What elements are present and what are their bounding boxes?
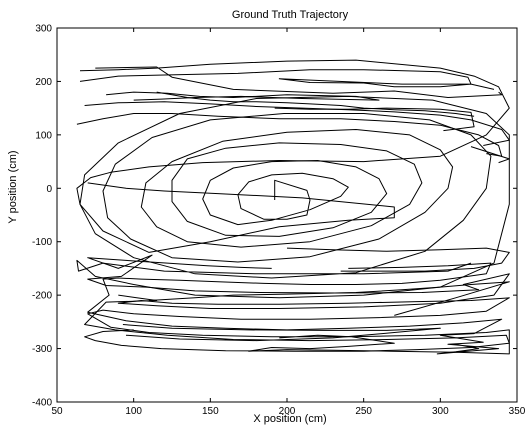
x-tick-label: 50 xyxy=(51,406,63,417)
trajectory-line-13 xyxy=(274,107,475,132)
trajectory-line-10 xyxy=(95,66,503,98)
x-axis-label: X position (cm) xyxy=(253,413,326,425)
trajectory-line-1 xyxy=(76,95,510,299)
y-tick-label: -300 xyxy=(32,344,52,355)
trajectory-line-7 xyxy=(286,247,510,272)
trajectory-line-3 xyxy=(87,262,503,355)
trajectory-line-16 xyxy=(470,146,510,164)
y-tick-label: -200 xyxy=(32,291,52,302)
trajectory-line-4 xyxy=(84,294,510,352)
trajectory-line-5 xyxy=(148,281,510,316)
x-axis-ticks: 50 100 150 200 250 300 350 xyxy=(51,28,526,417)
trajectory-line-12 xyxy=(156,91,475,117)
y-tick-label: -400 xyxy=(32,398,52,409)
trajectory-line-6 xyxy=(122,324,441,342)
y-tick-label: 200 xyxy=(35,77,52,88)
x-tick-label: 100 xyxy=(125,406,142,417)
plot-lines xyxy=(76,59,510,355)
y-tick-label: -100 xyxy=(32,237,52,248)
y-axis-label: Y position (cm) xyxy=(7,150,19,223)
x-tick-label: 150 xyxy=(202,406,219,417)
y-tick-label: 300 xyxy=(35,24,52,35)
x-tick-label: 350 xyxy=(509,406,526,417)
y-axis-ticks: -400 -300 -200 -100 0 100 200 300 xyxy=(32,24,517,409)
y-tick-label: 0 xyxy=(46,184,52,195)
x-tick-label: 300 xyxy=(432,406,449,417)
trajectory-line-8 xyxy=(76,59,510,253)
y-tick-label: 100 xyxy=(35,130,52,141)
chart-title: Ground Truth Trajectory xyxy=(232,9,349,21)
trajectory-line-14 xyxy=(84,101,510,146)
trajectory-line-11 xyxy=(106,91,380,101)
x-tick-label: 200 xyxy=(279,406,296,417)
x-tick-label: 250 xyxy=(355,406,372,417)
plot-frame xyxy=(56,27,518,403)
trajectory-line-15 xyxy=(76,113,503,157)
trajectory-line-9 xyxy=(79,69,495,90)
